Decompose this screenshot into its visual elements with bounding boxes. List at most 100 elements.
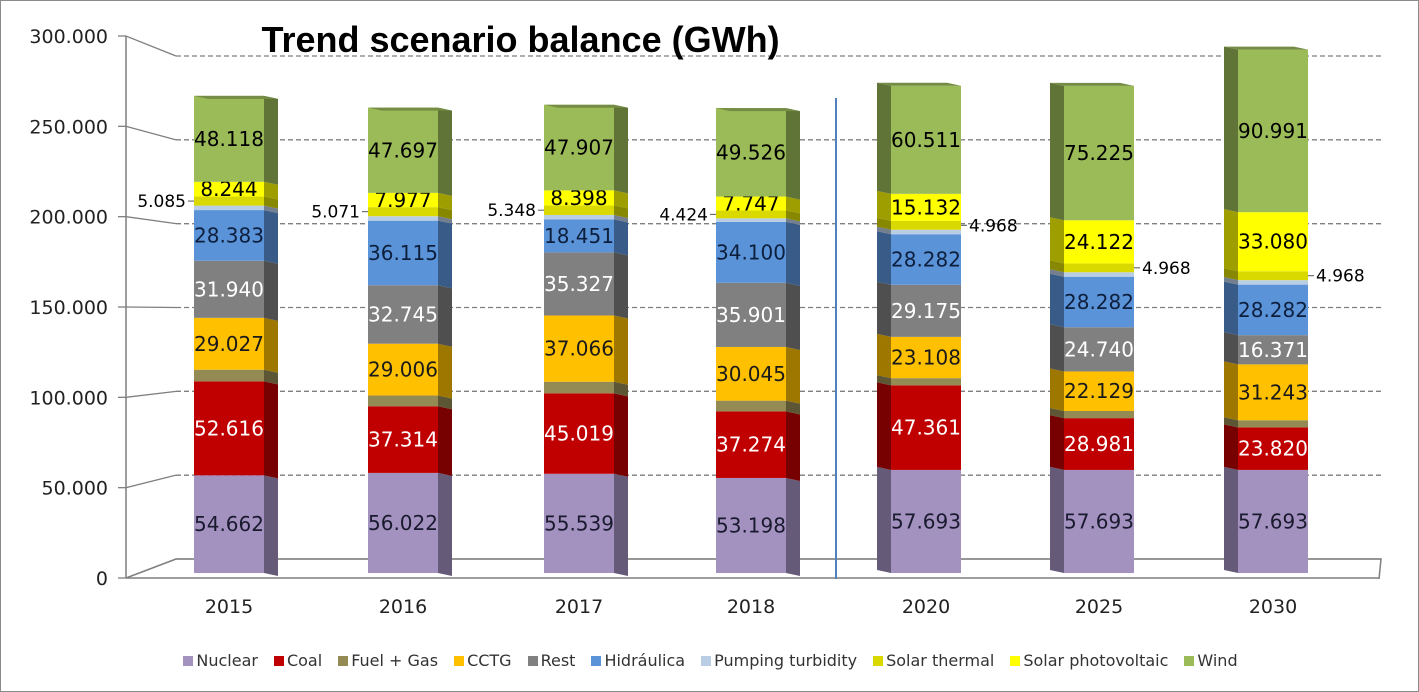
bar-side-rest [877, 281, 891, 337]
bar-top [1050, 82, 1134, 86]
bar-segment-rest [368, 285, 438, 344]
data-label: 31.243 [1238, 380, 1308, 404]
bar-segment-nuclear [1238, 469, 1308, 573]
bar-segment-fuel-gas [891, 378, 961, 386]
bar-side-solar-photovoltaic [877, 190, 891, 221]
bar-top [877, 82, 961, 86]
data-label: 35.901 [716, 303, 786, 327]
data-label: 28.282 [1064, 290, 1134, 314]
bar-segment-cctg [194, 317, 264, 370]
bar-segment-wind [1064, 85, 1134, 221]
legend-label: Solar photovoltaic [1023, 651, 1169, 670]
data-label: 28.383 [194, 223, 264, 247]
bar-side-rest [1050, 324, 1064, 372]
x-tick-label: 2015 [205, 596, 253, 618]
bar-side-pumping-turbidity [1050, 269, 1064, 277]
bar-segment-fuel-gas [716, 400, 786, 412]
bar-segment-solar-photovoltaic [891, 193, 961, 221]
legend-swatch [527, 655, 538, 666]
bar-segment-cctg [368, 343, 438, 396]
bar-side-wind [438, 107, 452, 196]
data-label: 4.968 [969, 216, 1018, 236]
bar-segment-hidr-ulica [194, 210, 264, 261]
bar-segment-fuel-gas [1064, 410, 1134, 419]
bar-segment-cctg [544, 315, 614, 382]
data-label: 28.981 [1064, 432, 1134, 456]
bar-side-nuclear [438, 472, 452, 576]
bar-segment-wind [544, 104, 614, 191]
bar-2015: 54.66252.61629.02731.94028.3838.24448.11… [137, 95, 278, 576]
bar-segment-solar-photovoltaic [1064, 220, 1134, 264]
bar-side-nuclear [877, 466, 891, 573]
bar-segment-cctg [716, 346, 786, 401]
legend-item: Solar thermal [873, 651, 994, 670]
y-tick-label: 150.000 [29, 297, 108, 319]
gridline-connector [125, 216, 177, 225]
x-tick-label: 2017 [555, 596, 603, 618]
bar-side-solar-thermal [1224, 268, 1238, 281]
data-label: 23.108 [891, 346, 961, 370]
legend-label: Pumping turbidity [714, 651, 858, 670]
bar-side-wind [1224, 46, 1238, 213]
bar-segment-rest [891, 284, 961, 337]
bar-segment-solar-photovoltaic [194, 181, 264, 197]
bar-segment-pumping-turbidity [716, 218, 786, 222]
bar-segment-wind [716, 108, 786, 197]
data-label: 28.282 [1238, 298, 1308, 322]
bar-side-nuclear [1050, 466, 1064, 573]
data-label: 18.451 [544, 224, 614, 248]
legend-item: Pumping turbidity [701, 651, 857, 670]
legend-label: CCTG [467, 651, 512, 670]
bar-side-rest [264, 260, 278, 321]
bar-side-hidr-ulica [438, 220, 452, 289]
x-tick-label: 2025 [1075, 596, 1123, 618]
bar-segment-coal [194, 381, 264, 476]
bar-segment-fuel-gas [194, 369, 264, 382]
bar-segment-rest [194, 260, 264, 318]
bar-segment-pumping-turbidity [1064, 272, 1134, 277]
data-label: 16.371 [1238, 338, 1308, 362]
bar-side-coal [614, 393, 628, 477]
data-label: 35.327 [544, 272, 614, 296]
bar-side-cctg [786, 346, 800, 404]
bar-segment-wind [891, 85, 961, 194]
bar-side-hidr-ulica [1224, 281, 1238, 336]
bar-segment-cctg [1238, 364, 1308, 421]
data-label: 33.080 [1238, 230, 1308, 254]
bar-segment-solar-photovoltaic [544, 190, 614, 206]
data-label: 48.118 [194, 127, 264, 151]
bar-segment-hidr-ulica [368, 220, 438, 286]
data-label: 55.539 [544, 511, 614, 535]
bar-segment-fuel-gas [1238, 420, 1308, 428]
bar-segment-pumping-turbidity [194, 205, 264, 211]
y-tick-label: 200.000 [29, 207, 108, 229]
data-label: 47.697 [368, 138, 438, 162]
legend-item: CCTG [454, 651, 512, 670]
legend-item: Rest [527, 651, 576, 670]
bar-segment-rest [1238, 335, 1308, 365]
data-label: 24.740 [1064, 337, 1134, 361]
legend-label: Rest [540, 651, 576, 670]
bar-side-solar-photovoltaic [614, 190, 628, 209]
bar-side-rest [438, 285, 452, 347]
bar-side-wind [614, 104, 628, 194]
bar-side-fuel-gas [1050, 407, 1064, 419]
bar-side-coal [438, 406, 452, 476]
bar-segment-wind [194, 95, 264, 182]
bar-side-nuclear [1224, 466, 1238, 573]
legend-item: Coal [273, 651, 323, 670]
legend-label: Solar thermal [886, 651, 995, 670]
bar-2016: 56.02237.31429.00632.74536.1157.97747.69… [311, 107, 452, 576]
legend-label: Coal [286, 651, 323, 670]
chart-title: Trend scenario balance (GWh) [1, 19, 1418, 61]
chart-title-text: Trend scenario balance (GWh) [261, 19, 780, 60]
bar-side-rest [786, 282, 800, 350]
bar-2017: 55.53945.01937.06635.32718.4518.39847.90… [487, 104, 628, 576]
legend-swatch [338, 655, 349, 666]
data-label: 4.968 [1316, 267, 1365, 287]
legend-item: Solar photovoltaic [1010, 651, 1168, 670]
data-label: 5.348 [487, 201, 536, 221]
bar-side-cctg [264, 317, 278, 373]
legend-swatch [183, 655, 194, 666]
bar-side-wind [877, 82, 891, 194]
